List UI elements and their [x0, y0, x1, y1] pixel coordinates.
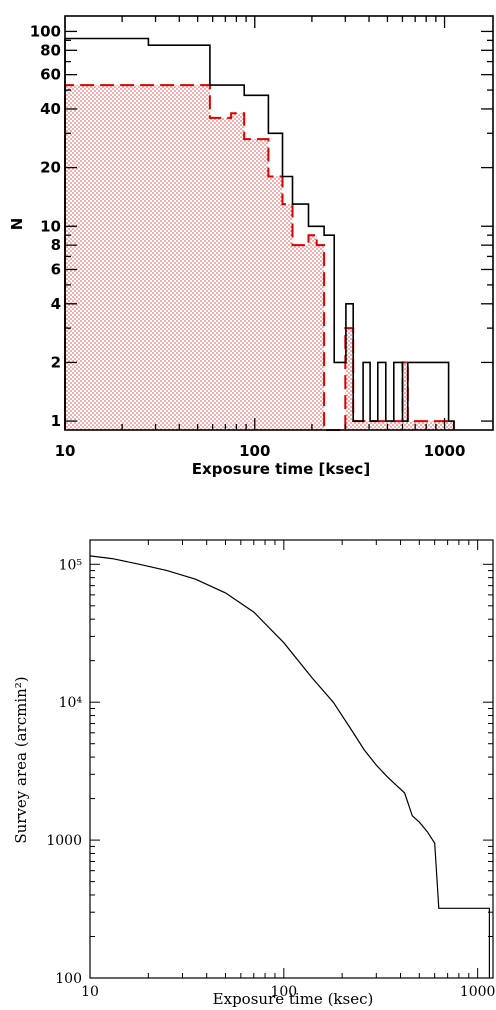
- survey-area-curve: [89, 555, 490, 978]
- histogram-x-tick-label-10: 10: [55, 442, 76, 460]
- histogram-y-tick-label-6: 6: [51, 260, 61, 278]
- survey-area-x-tick-label-100: 100: [270, 984, 297, 1000]
- histogram-y-tick-label-2: 2: [51, 353, 61, 371]
- histogram-y-tick-label-4: 4: [51, 295, 61, 313]
- histogram-y-tick-label-60: 60: [40, 66, 61, 84]
- survey-area-x-axis-label: Exposure time (ksec): [213, 990, 374, 1008]
- histogram-plot-frame: [64, 15, 494, 431]
- histogram-y-tick-label-8: 8: [51, 236, 61, 254]
- survey-area-x-tick-label-1000: 1000: [460, 984, 496, 1000]
- total-histogram-line: [64, 37, 455, 430]
- histogram-x-tick-label-1000: 1000: [424, 442, 466, 460]
- histogram-y-axis-label: N: [8, 218, 26, 231]
- histogram-y-tick-label-100: 100: [30, 22, 61, 40]
- subset-histogram-line: [64, 84, 455, 431]
- histogram-x-tick-label-100: 100: [239, 442, 270, 460]
- survey-area-y-tick-label-100: 100: [55, 971, 82, 987]
- histogram-x-axis-label: Exposure time [ksec]: [192, 460, 370, 478]
- survey-area-y-axis-label: Survey area (arcmin²): [12, 676, 30, 843]
- histogram-y-tick-label-10: 10: [40, 217, 61, 235]
- survey-area-x-tick-label-10: 10: [81, 984, 99, 1000]
- histogram-y-tick-label-1: 1: [51, 412, 61, 430]
- survey-area-y-tick-label-1000: 1000: [46, 833, 82, 849]
- survey-area-y-tick-label-104: 10⁴: [59, 695, 83, 711]
- histogram-y-tick-label-40: 40: [40, 100, 61, 118]
- histogram-y-tick-label-80: 80: [40, 41, 61, 59]
- subset-histogram-fill: [65, 85, 454, 430]
- survey-area-y-tick-label-105: 10⁵: [59, 557, 83, 573]
- survey-area-plot-frame: [89, 539, 494, 979]
- histogram-y-tick-label-20: 20: [40, 159, 61, 177]
